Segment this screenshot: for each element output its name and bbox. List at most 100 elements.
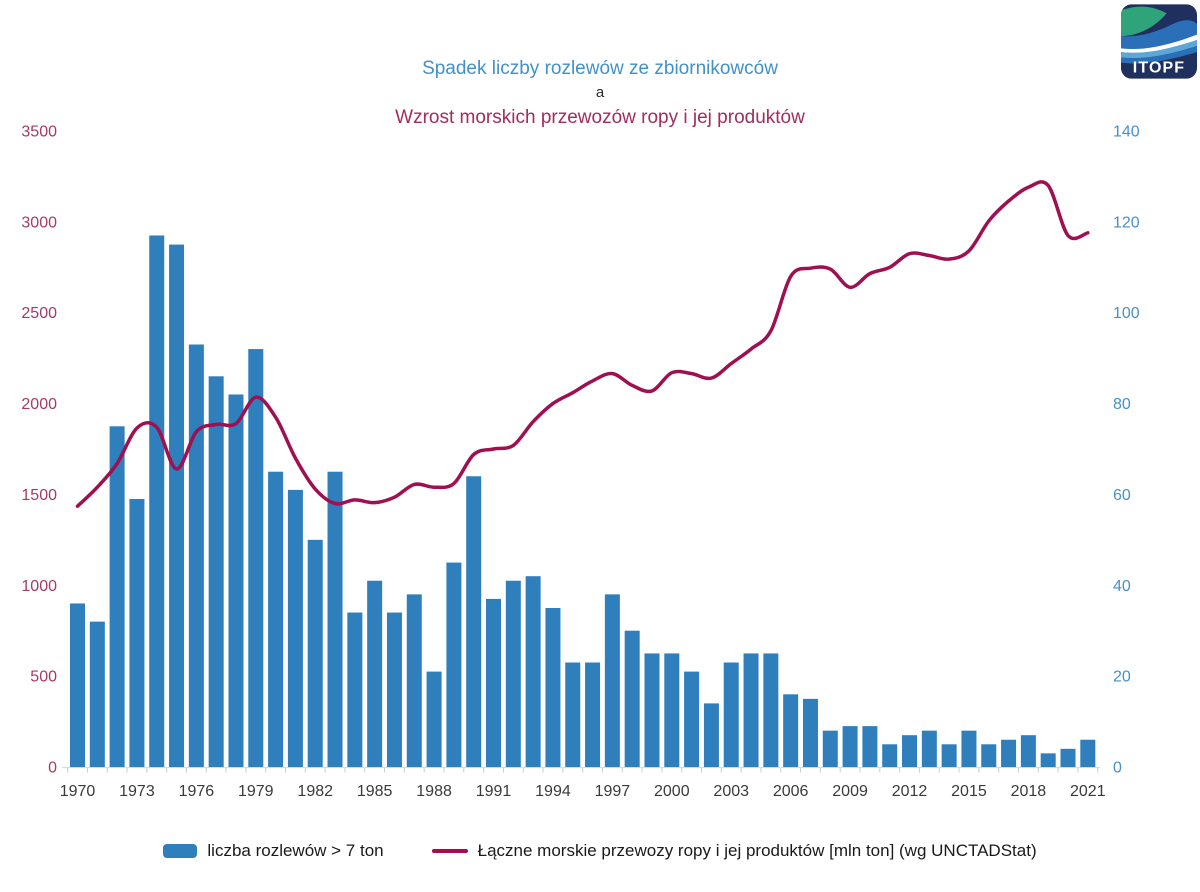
bar-1984 [347, 612, 363, 767]
bar-2010 [862, 726, 878, 767]
right-axis-tick-label: 20 [1113, 669, 1131, 686]
oil-trade-line [75, 180, 1090, 508]
bar-2019 [1040, 753, 1056, 767]
bar-1998 [624, 630, 640, 767]
bar-1973 [129, 498, 145, 767]
bar-1970 [70, 603, 85, 767]
bar-2005 [763, 653, 779, 767]
x-axis-year-label: 1973 [119, 783, 155, 800]
bar-2006 [783, 694, 799, 767]
right-axis-labels: 0 20 40 60 80 100 120 140 [1113, 124, 1140, 777]
legend-label-trade: Łączne morskie przewozy ropy i jej produ… [477, 841, 1037, 860]
right-axis-tick-label: 40 [1113, 578, 1131, 595]
x-axis-year-label: 1970 [60, 783, 96, 800]
bar-2002 [703, 703, 719, 767]
spills-bars-group [70, 235, 1096, 768]
x-axis-year-label: 2018 [1011, 783, 1047, 800]
x-axis-year-label: 1988 [416, 783, 452, 800]
bar-2014 [941, 744, 957, 767]
bar-2017 [1001, 739, 1017, 767]
left-axis-tick-label: 3000 [21, 214, 57, 231]
x-axis [62, 767, 1100, 773]
bar-2013 [921, 730, 937, 767]
x-axis-year-label: 2009 [832, 783, 868, 800]
right-axis-tick-label: 120 [1113, 214, 1140, 231]
x-axis-year-label: 1991 [476, 783, 512, 800]
x-axis-year-label: 1997 [595, 783, 631, 800]
bar-1976 [188, 344, 204, 767]
chart-title-separator: a [595, 83, 605, 101]
bar-1974 [149, 235, 165, 767]
bar-2016 [981, 744, 997, 767]
bar-1982 [307, 539, 323, 767]
bar-1996 [585, 662, 601, 767]
x-axis-year-label: 2015 [951, 783, 987, 800]
chart-title-line2: Wzrost morskich przewozów ropy i jej pro… [395, 106, 805, 128]
left-axis-tick-label: 1500 [21, 487, 57, 504]
bar-2004 [743, 653, 759, 767]
bar-2007 [802, 698, 818, 767]
bar-2008 [822, 730, 838, 767]
itopf-logo: ITOPF [1121, 4, 1197, 79]
x-axis-year-label: 1976 [179, 783, 215, 800]
legend-label-spills: liczba rozlewów > 7 ton [207, 841, 384, 860]
bar-1988 [426, 671, 442, 767]
bar-1983 [327, 471, 343, 767]
bar-2018 [1020, 735, 1036, 767]
bar-1987 [406, 594, 422, 767]
bar-2001 [684, 671, 700, 767]
bar-1979 [248, 349, 264, 767]
bar-1990 [466, 476, 482, 767]
bar-1999 [644, 653, 660, 767]
x-axis-year-label: 1982 [297, 783, 333, 800]
x-axis-year-label: 2003 [713, 783, 749, 800]
line-series-swatch-icon [431, 849, 468, 853]
chart-title-line1: Spadek liczby rozlewów ze zbiornikowców [422, 58, 778, 79]
left-axis-labels: 0 500 1000 1500 2000 2500 3000 3500 [21, 124, 57, 777]
legend-item-spills: liczba rozlewów > 7 ton [163, 841, 384, 861]
bar-1980 [268, 471, 284, 767]
bar-2000 [664, 653, 680, 767]
x-axis-year-label: 2000 [654, 783, 690, 800]
bar-1986 [386, 612, 402, 767]
bar-1972 [109, 426, 125, 767]
x-axis-year-label: 1985 [357, 783, 393, 800]
right-axis-tick-label: 0 [1113, 760, 1122, 777]
right-axis-tick-label: 100 [1113, 305, 1140, 322]
left-axis-tick-label: 0 [48, 760, 57, 777]
bar-1992 [505, 580, 521, 767]
bar-1991 [486, 598, 502, 767]
bar-1995 [565, 662, 581, 767]
left-axis-tick-label: 3500 [21, 124, 57, 141]
bar-2021 [1080, 739, 1096, 767]
legend-item-trade: Łączne morskie przewozy ropy i jej produ… [431, 841, 1037, 861]
x-axis-year-label: 1979 [238, 783, 274, 800]
bar-series-swatch-icon [163, 844, 198, 858]
bar-2009 [842, 726, 858, 767]
bar-1997 [604, 594, 620, 767]
left-axis-tick-label: 500 [30, 669, 57, 686]
x-axis-year-label: 2021 [1070, 783, 1106, 800]
x-axis-year-label: 2006 [773, 783, 809, 800]
bar-1977 [208, 376, 224, 767]
bar-1981 [287, 489, 303, 767]
x-axis-year-label: 2012 [892, 783, 928, 800]
left-axis-tick-label: 2000 [21, 396, 57, 413]
bar-2015 [961, 730, 977, 767]
bar-1985 [367, 580, 383, 767]
itopf-logo-waves [1121, 4, 1197, 79]
bar-1975 [169, 244, 185, 768]
right-axis-tick-label: 140 [1113, 124, 1140, 141]
left-axis-tick-label: 2500 [21, 305, 57, 322]
bar-1989 [446, 562, 462, 767]
bar-2020 [1060, 748, 1076, 767]
bar-2011 [882, 744, 898, 767]
bar-1994 [545, 608, 561, 767]
x-axis-labels: 1970 1973 1976 1979 1982 1985 1988 1991 1994 1997… [60, 783, 1106, 800]
right-axis-tick-label: 80 [1113, 396, 1131, 413]
x-axis-year-label: 1994 [535, 783, 571, 800]
bar-1971 [89, 621, 105, 767]
right-axis-tick-label: 60 [1113, 487, 1131, 504]
